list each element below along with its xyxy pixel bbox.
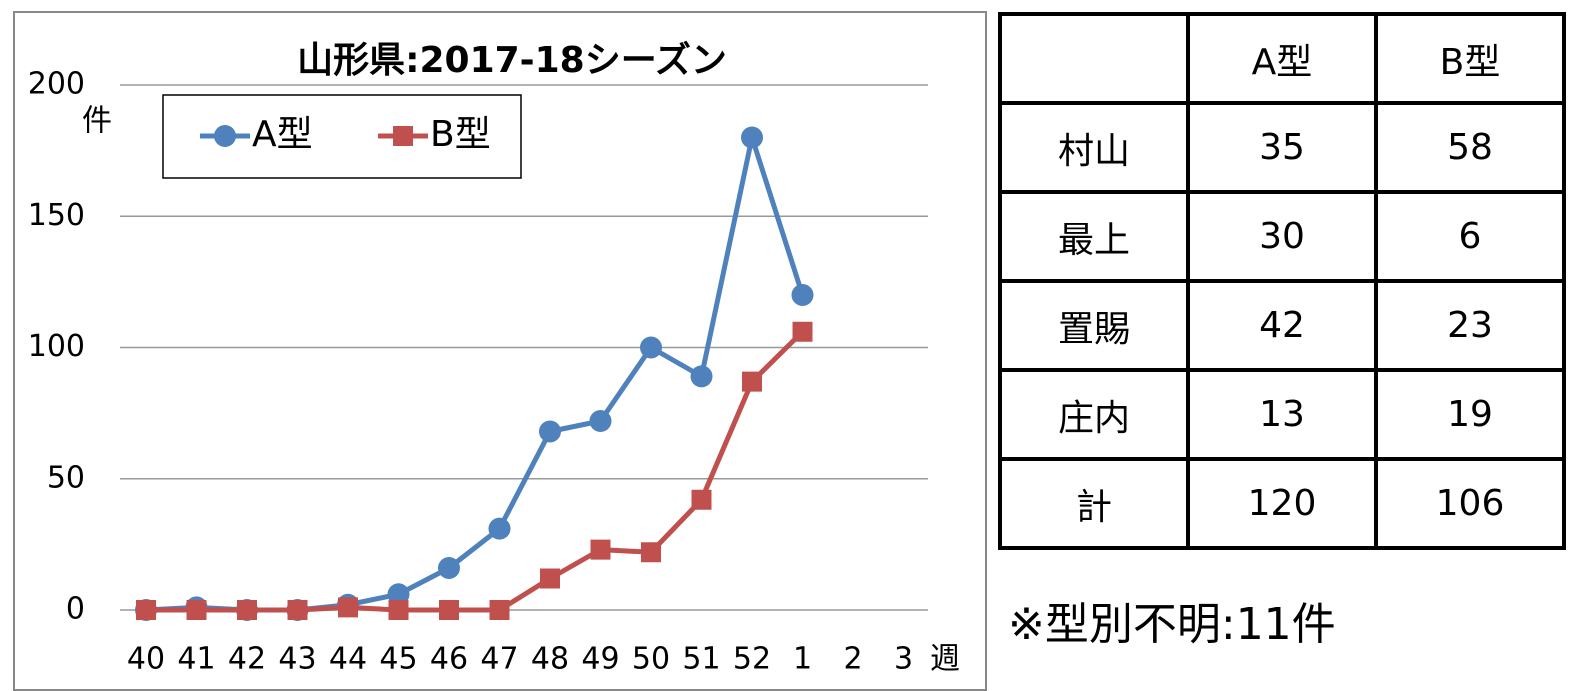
table-cell: 30 [1186,190,1378,283]
x-tick-label: 1 [793,642,812,677]
table-cell: 58 [1374,101,1566,194]
table-corner [998,12,1190,105]
marker [136,600,156,620]
table-cell: 6 [1374,190,1566,283]
x-tick-label: 43 [278,642,316,677]
table-row: A型 B型 [998,12,1566,105]
marker [539,420,561,443]
marker [742,371,762,392]
table-row: 計 120 106 [998,457,1566,550]
x-tick-label: 50 [632,642,670,677]
marker [690,365,713,388]
legend-label: A型 [252,114,313,155]
row-header: 置賜 [998,279,1190,372]
marker [540,568,560,589]
marker [489,600,510,620]
x-tick-label: 45 [379,642,417,677]
legend-marker [393,126,413,146]
marker [338,597,358,618]
marker [691,489,712,510]
table-cell: 13 [1186,368,1378,461]
marker [488,517,511,540]
table-row: 置賜 42 23 [998,279,1566,372]
x-tick-label: 49 [581,642,619,677]
table-cell: 120 [1186,457,1378,550]
x-tick-label: 40 [127,642,165,677]
marker [287,600,308,620]
table-row: 村山 35 58 [998,101,1566,194]
table-cell: 35 [1186,101,1378,194]
x-tick-label: 3 [894,642,913,677]
x-tick-label: 47 [480,642,518,677]
row-header: 計 [998,457,1190,550]
row-header: 庄内 [998,368,1190,461]
table-row: 庄内 13 19 [998,368,1566,461]
note: ※型別不明:11件 [1008,599,1336,650]
x-tick-label: 48 [531,642,569,677]
row-header: 村山 [998,101,1190,194]
y-tick-label: 150 [28,198,85,233]
table: A型 B型 村山 35 58 最上 30 6 置賜 42 23 庄内 13 19 計 120 106 [998,12,1566,550]
column-header: B型 [1374,12,1566,105]
y-tick-label: 0 [66,592,85,627]
y-axis-label: 件 [82,104,112,139]
marker [388,600,409,620]
marker [237,600,257,620]
table-cell: 42 [1186,279,1378,372]
legend-label: B型 [430,114,491,155]
table-row: 最上 30 6 [998,190,1566,283]
x-tick-label: 42 [228,642,266,677]
marker [590,539,611,560]
marker [387,583,410,606]
marker [741,126,763,149]
marker [186,600,207,620]
marker [791,284,814,306]
y-tick-label: 100 [28,329,85,364]
marker [589,410,612,432]
marker [641,542,661,563]
marker [438,557,460,579]
x-tick-label: 41 [177,642,215,677]
table-cell: 23 [1374,279,1566,372]
y-tick-label: 50 [47,460,85,495]
x-tick-label: 44 [329,642,367,677]
row-header: 最上 [998,190,1190,283]
x-axis-label: 週 [930,642,960,677]
table-cell: 106 [1374,457,1566,550]
y-tick-label: 200 [28,67,85,102]
column-header: A型 [1186,12,1378,105]
marker [792,321,813,342]
x-tick-label: 2 [843,642,862,677]
marker [640,336,662,359]
x-tick-label: 52 [733,642,771,677]
legend-marker [214,125,236,147]
marker [439,600,459,620]
table-cell: 19 [1374,368,1566,461]
x-tick-label: 46 [430,642,468,677]
chart-title: 山形県:2017-18シーズン [297,39,727,81]
x-tick-label: 51 [682,642,720,677]
